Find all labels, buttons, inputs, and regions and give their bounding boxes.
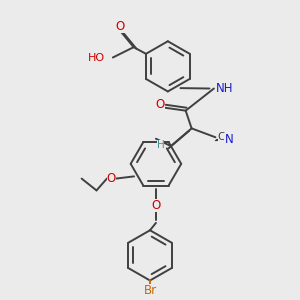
Text: HO: HO <box>88 52 105 62</box>
Text: N: N <box>224 133 233 146</box>
Text: NH: NH <box>215 82 233 95</box>
Text: Br: Br <box>143 284 157 297</box>
Text: H: H <box>157 140 164 150</box>
Text: C: C <box>218 132 225 142</box>
Text: O: O <box>151 199 160 212</box>
Text: O: O <box>107 172 116 185</box>
Text: O: O <box>116 20 125 33</box>
Text: O: O <box>156 98 165 111</box>
